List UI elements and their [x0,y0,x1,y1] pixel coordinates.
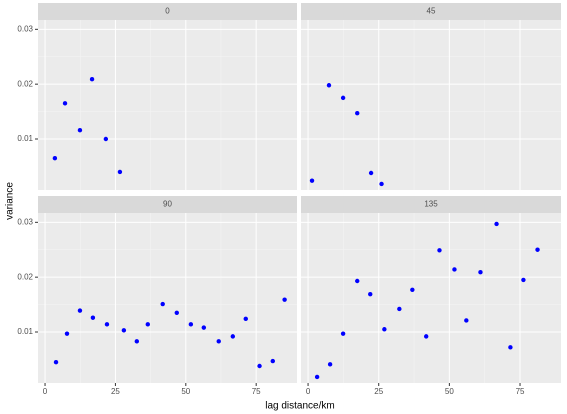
point [535,247,540,252]
point [327,362,333,367]
panel [301,213,561,383]
point [89,77,95,82]
x-tick-label: 75 [252,387,261,396]
y-tick-label: 0.03 [17,24,33,33]
x-tick-label: 50 [181,387,190,396]
point [397,306,402,312]
strip [38,3,297,20]
point [134,339,140,344]
point [368,170,374,176]
point [464,318,469,323]
panel [38,213,297,383]
point [355,111,360,116]
point [355,278,360,284]
point [230,334,236,339]
point [309,178,315,183]
point [340,95,346,101]
y-tick-label: 0.03 [17,217,33,226]
point [90,315,96,320]
point [314,374,320,380]
panel [301,20,561,190]
point [521,277,526,283]
point [243,316,248,322]
point [62,101,68,106]
facet-title: 45 [427,7,436,16]
point [77,308,83,313]
point [117,169,123,175]
point [437,248,442,253]
x-axis-label: lag distance/km [265,401,334,412]
x-tick-label: 0 [43,387,48,396]
point [452,267,457,272]
x-tick-label: 0 [306,387,311,396]
point [52,155,58,161]
point [368,291,373,297]
facet-title: 0 [165,7,170,16]
x-tick-label: 25 [111,387,120,396]
point [53,359,59,365]
point [508,345,513,350]
strip [38,196,297,213]
facet-title: 135 [424,200,438,209]
strip [301,196,561,213]
y-axis-label: variance [5,182,16,220]
point [340,331,346,336]
y-tick-label: 0.01 [17,327,33,336]
point [326,83,332,88]
y-tick-label: 0.01 [17,134,33,143]
point [77,128,83,133]
strip [301,3,561,20]
point [160,301,165,307]
x-tick-label: 50 [445,387,454,396]
point [188,322,194,327]
point [257,363,262,369]
y-tick-label: 0.02 [17,272,33,281]
point [478,270,483,275]
point [64,331,70,336]
point [145,322,150,327]
point [103,136,109,142]
point [201,325,207,330]
point [104,322,110,327]
point [270,358,275,364]
point [216,339,221,344]
point [410,287,415,292]
y-tick-label: 0.02 [17,79,33,88]
point [174,310,179,316]
point [423,334,429,339]
panel [38,20,297,190]
facet-title: 90 [163,200,172,209]
point [382,327,387,332]
x-tick-label: 75 [516,387,525,396]
point [379,181,384,187]
point [494,221,499,227]
point [121,328,127,333]
x-tick-label: 25 [374,387,383,396]
point [282,297,287,302]
